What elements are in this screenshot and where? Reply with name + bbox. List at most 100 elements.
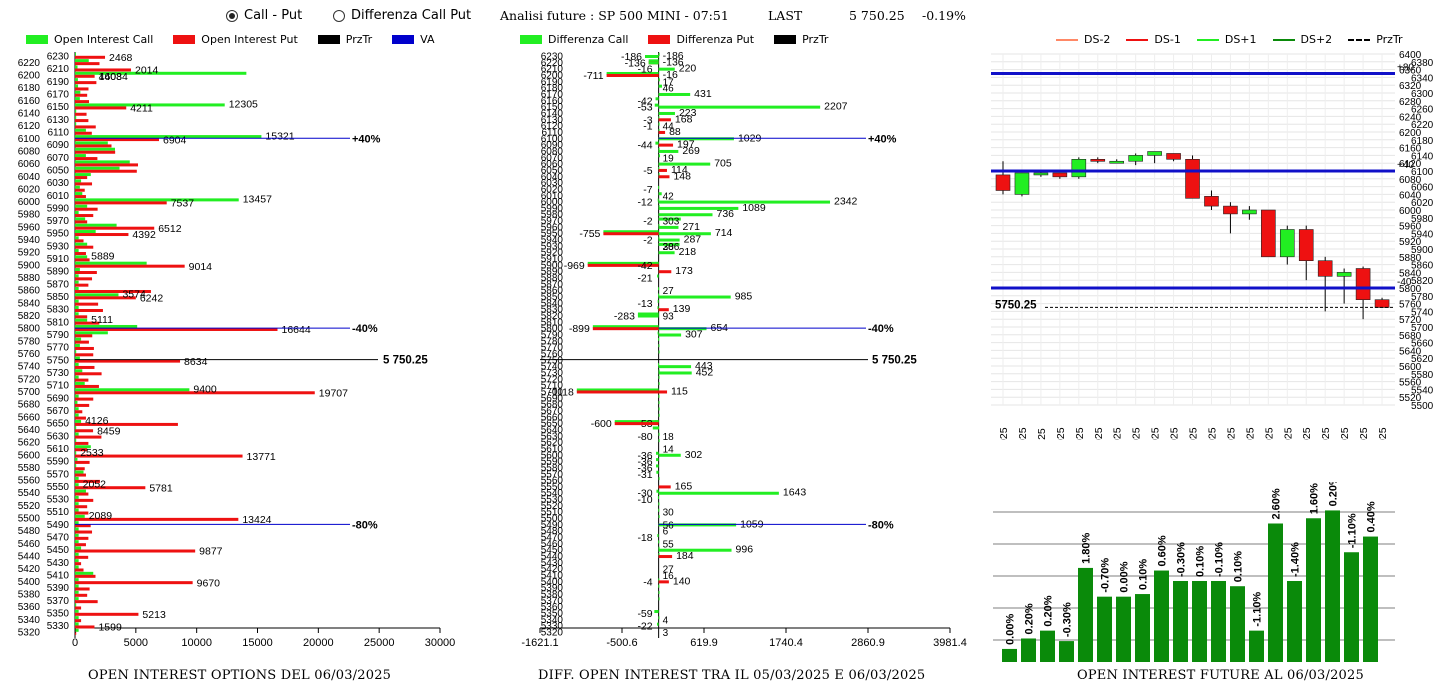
legend-diff: Differenza Call Differenza Put PrzTr <box>520 33 828 46</box>
x-tick-label: 2860.9 <box>851 637 885 649</box>
diff-neg-bar <box>637 314 659 318</box>
call-bar <box>75 141 108 145</box>
bar-value-label: 5889 <box>91 251 115 263</box>
diff-neg-label: -600 <box>591 418 612 430</box>
strike-tick-label: 5740 <box>18 362 41 373</box>
call-bar <box>75 394 79 398</box>
diff-put-bar <box>658 251 675 255</box>
strike-tick-label: 6000 <box>18 197 41 208</box>
radio-diff-label: Differenza Call Put <box>351 8 472 23</box>
diff-put-bar <box>658 143 674 147</box>
diff-call-bar <box>658 369 660 373</box>
strike-tick-label: 5970 <box>47 216 70 227</box>
strike-tick-label: 5500 <box>541 514 564 525</box>
oi-future-chart: 0.00% 0.20% 0.20% -0.30% 1.80% -0.70% 0.00% 0.1… <box>993 482 1395 662</box>
strike-tick-label: 5420 <box>541 564 564 575</box>
diff-bar-label: 218 <box>679 246 697 258</box>
put-bar <box>75 87 89 91</box>
put-bar <box>75 62 100 66</box>
diff-call-bar <box>614 420 659 424</box>
future-bar-label: -1.40% <box>1290 542 1302 577</box>
bar-value-label: 2468 <box>109 52 133 64</box>
legend-label-va: VA <box>420 33 435 46</box>
put-bar <box>75 226 155 230</box>
diff-bar-label: -186 <box>663 50 684 62</box>
diff-bar-label: 431 <box>694 88 712 100</box>
strike-tick-label: 5930 <box>47 241 70 252</box>
put-bar <box>75 612 139 616</box>
candle-body <box>1033 172 1049 176</box>
future-bar <box>1211 580 1226 662</box>
strike-tick-label: 5980 <box>18 210 41 221</box>
candle-body <box>1147 151 1162 156</box>
future-bar <box>1306 518 1321 662</box>
diff-call-bar <box>658 394 660 398</box>
diff-call-bar <box>587 261 659 265</box>
y-tick-label: 6260 <box>1411 105 1434 116</box>
date-tick-label: 06/03/2025 <box>1358 427 1370 440</box>
radio-call-put[interactable]: Call - Put <box>226 8 302 23</box>
call-bar <box>75 495 79 499</box>
strike-tick-label: 6050 <box>541 165 564 176</box>
candle-body <box>1374 299 1390 308</box>
date-tick-label: 19/02/2025 <box>1150 427 1162 440</box>
diff-neg-label: -7 <box>643 184 652 196</box>
future-bar-label: -0.30% <box>1176 542 1188 577</box>
date-tick-label: 26/02/2025 <box>1244 427 1256 440</box>
diff-call-bar <box>658 382 660 386</box>
radio-diff[interactable]: Differenza Call Put <box>333 8 471 23</box>
put-bar <box>75 486 146 490</box>
date-tick-label: 24/02/2025 <box>1206 427 1218 440</box>
strike-tick-label: 6220 <box>18 58 41 69</box>
strike-tick-label: 5790 <box>541 330 564 341</box>
candle-body <box>1090 159 1106 162</box>
strike-tick-label: 5340 <box>18 615 41 626</box>
diff-small-label: 17 <box>663 77 675 88</box>
strike-tick-label: 5690 <box>47 393 70 404</box>
diff-call-bar <box>657 274 659 278</box>
strike-tick-label: 5620 <box>541 438 564 449</box>
diff-call-bar <box>658 540 660 544</box>
strike-tick-label: 5680 <box>18 400 41 411</box>
call-bar <box>75 343 80 347</box>
call-bar <box>75 286 79 290</box>
strike-tick-label: 5950 <box>541 229 564 240</box>
strike-tick-label: 5510 <box>47 507 70 518</box>
y-tick-label: 5520 <box>1399 393 1422 404</box>
strike-tick-label: 6180 <box>18 83 41 94</box>
bar-value-label: 1599 <box>98 622 122 634</box>
diff-call-bar <box>648 59 659 63</box>
strike-tick-label: 5560 <box>18 476 41 487</box>
strike-tick-label: 6230 <box>47 52 70 63</box>
va-label: -40% <box>868 323 894 335</box>
bar-value-label: 2052 <box>83 478 107 490</box>
diff-small-label: 3 <box>663 628 669 639</box>
strike-tick-label: 5380 <box>18 590 41 601</box>
call-bar <box>75 331 108 335</box>
put-bar <box>75 258 90 262</box>
strike-tick-label: 6130 <box>541 115 564 126</box>
diff-neg-label: -36 <box>637 462 652 474</box>
strike-tick-label: 6060 <box>541 159 564 170</box>
put-bar <box>75 176 88 180</box>
strike-tick-label: 5970 <box>541 216 564 227</box>
diff-call-bar <box>657 534 659 538</box>
call-bar <box>75 451 77 455</box>
call-bar <box>75 293 119 297</box>
put-bar <box>75 233 129 237</box>
call-bar <box>75 312 79 316</box>
x-tick-label: 20000 <box>303 637 334 649</box>
bar-value-label: 15321 <box>265 130 294 142</box>
diff-put-bar <box>658 175 670 179</box>
diff-call-bar <box>658 84 663 88</box>
future-bar-label: -0.10% <box>1214 542 1226 577</box>
strike-tick-label: 5590 <box>541 457 564 468</box>
x-tick-label: 25000 <box>364 637 395 649</box>
y-tick-label: 5720 <box>1399 315 1422 326</box>
x-tick-label: 1740.4 <box>769 637 803 649</box>
strike-tick-label: 5820 <box>18 311 41 322</box>
strike-tick-label: 5880 <box>541 273 564 284</box>
diff-put-bar <box>658 555 673 559</box>
legend-label-ds+1: DS+1 <box>1224 33 1257 46</box>
strike-tick-label: 6120 <box>18 121 41 132</box>
